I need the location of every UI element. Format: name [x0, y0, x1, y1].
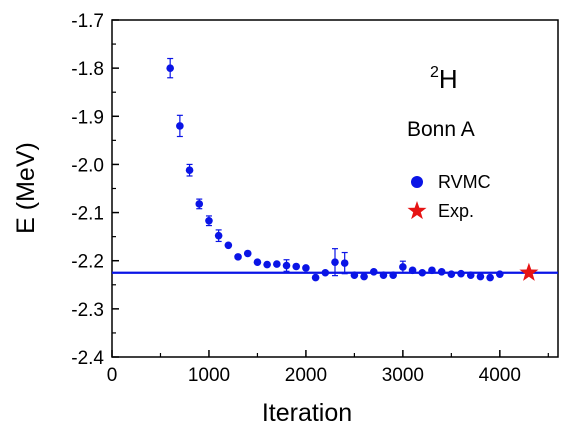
rvmc-data-point: [418, 268, 427, 277]
x-tick-label: 2000: [285, 365, 327, 386]
rvmc-data-point: [350, 271, 359, 279]
legend-rvmc-marker: [411, 176, 423, 188]
rvmc-data-point: [466, 271, 475, 279]
rvmc-data-point: [399, 263, 407, 271]
y-tick-label: -2.0: [71, 155, 104, 176]
rvmc-data-point: [273, 260, 281, 268]
legend-exp-label: Exp.: [438, 201, 474, 221]
rvmc-data-point: [496, 270, 504, 278]
rvmc-data-point: [408, 266, 417, 275]
rvmc-data-point: [166, 64, 174, 72]
rvmc-data-point: [457, 269, 465, 278]
rvmc-data-point: [311, 273, 320, 282]
rvmc-data-point: [234, 253, 242, 261]
rvmc-data-point: [263, 260, 271, 269]
y-tick-label: -2.3: [71, 300, 104, 321]
x-axis-title: Iteration: [262, 399, 352, 427]
rvmc-data-point: [185, 166, 194, 175]
rvmc-data-point: [282, 261, 291, 270]
nucleus-label: 2H: [430, 64, 458, 94]
y-tick-label: -2.4: [71, 348, 104, 369]
rvmc-data-point: [176, 122, 184, 130]
legend: RVMC Exp.: [407, 172, 491, 221]
nucleus-symbol: H: [439, 64, 458, 94]
errorbar-layer: [167, 57, 406, 277]
plot-frame: [111, 19, 559, 358]
y-tick-label: -2.2: [71, 252, 104, 273]
y-axis-title: E (MeV): [12, 142, 40, 234]
rvmc-data-point: [224, 241, 233, 250]
x-tick-label: 4000: [479, 365, 521, 386]
x-tick-label: 0: [107, 365, 118, 386]
rvmc-data-point: [253, 258, 262, 266]
x-tick-label: 1000: [188, 365, 230, 386]
legend-rvmc-label: RVMC: [438, 172, 491, 192]
rvmc-data-point: [205, 216, 213, 225]
rvmc-data-point: [331, 258, 339, 266]
rvmc-data-point: [369, 267, 378, 276]
exp-data-point: [519, 262, 539, 281]
y-axis-ticks: -1.7 -1.8 -1.9 -2.0 -2.1 -2.2 -2.3 -2.4: [71, 11, 119, 369]
rvmc-data-point: [321, 268, 330, 277]
rvmc-data-point: [292, 262, 301, 271]
rvmc-data-point: [476, 272, 485, 281]
data-point-layer: [166, 64, 539, 282]
nucleus-mass-number: 2: [430, 64, 439, 81]
rvmc-data-point: [340, 259, 349, 267]
y-tick-label: -1.7: [71, 11, 104, 32]
y-tick-label: -1.8: [71, 59, 104, 80]
y-tick-label: -1.9: [71, 107, 104, 128]
x-axis-ticks: 0 1000 2000 3000 4000: [107, 350, 549, 386]
potential-label: Bonn A: [407, 118, 475, 141]
rvmc-data-point: [437, 267, 446, 276]
rvmc-data-point: [214, 231, 223, 240]
rvmc-data-point: [195, 200, 204, 208]
legend-exp-marker: [407, 201, 427, 220]
rvmc-data-point: [243, 249, 252, 258]
y-tick-label: -2.1: [71, 204, 104, 225]
rvmc-data-point: [428, 266, 436, 275]
rvmc-data-point: [360, 272, 368, 281]
rvmc-data-point: [486, 273, 494, 282]
x-tick-label: 3000: [382, 365, 424, 386]
rvmc-data-point: [389, 271, 397, 279]
rvmc-data-point: [302, 264, 310, 272]
rvmc-data-point: [379, 271, 388, 279]
rvmc-data-point: [447, 270, 456, 278]
